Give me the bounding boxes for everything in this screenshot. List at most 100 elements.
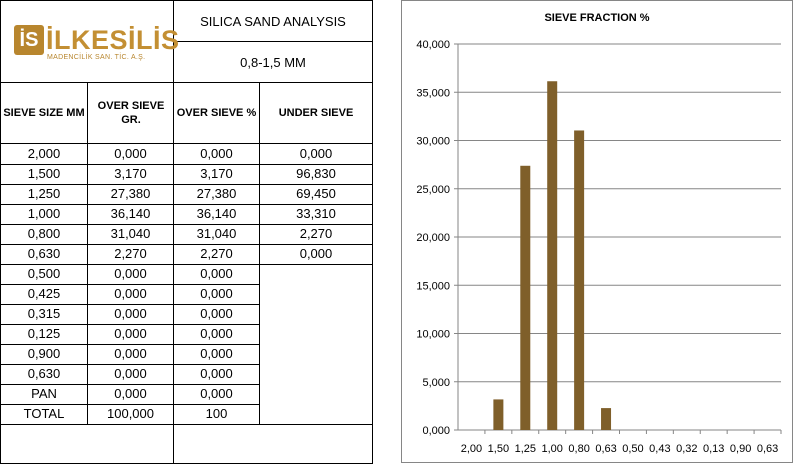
cell-sieve-size: 1,000 [27, 206, 61, 221]
cell-over-sieve-pct: 0,000 [200, 266, 233, 281]
cell-over-sieve-pct: 3,170 [200, 166, 233, 181]
cell-over-sieve-pct: 100 [205, 406, 228, 421]
cell-over-sieve-gr: 0,000 [114, 306, 147, 321]
cell-over-sieve-pct: 0,000 [200, 346, 233, 361]
y-tick-label: 20,000 [416, 232, 450, 244]
cell-over-sieve-pct: 0,000 [200, 326, 233, 341]
x-tick-label: 1,25 [515, 443, 536, 455]
cell-under-sieve: 0,000 [299, 246, 333, 261]
grid-line [173, 0, 174, 464]
grid-line [0, 0, 373, 1]
header-over-sieve-gr: OVER SIEVE GR. [97, 100, 165, 126]
cell-over-sieve-gr: 0,000 [114, 366, 147, 381]
cell-under-sieve: 33,310 [296, 206, 336, 221]
cell-sieve-size: 0,630 [27, 366, 61, 381]
grid-line [87, 82, 88, 425]
cell-over-sieve-gr: 27,380 [110, 186, 151, 201]
bar [493, 399, 504, 430]
cell-over-sieve-pct: 0,000 [200, 366, 233, 381]
logo-subtitle: MADENCİLİK SAN. TİC. A.Ş. [47, 54, 146, 61]
cell-sieve-size: TOTAL [23, 406, 65, 421]
grid-line [372, 0, 373, 464]
row-line [0, 324, 260, 325]
grid-line [259, 82, 260, 425]
cell-sieve-size: 1,250 [27, 186, 61, 201]
cell-over-sieve-gr: 0,000 [114, 286, 147, 301]
cell-under-sieve: 69,450 [296, 186, 336, 201]
logo-name: İLKESİLİS [46, 25, 180, 55]
cell-over-sieve-pct: 36,140 [196, 206, 237, 221]
x-tick-label: 2,00 [461, 443, 482, 455]
cell-over-sieve-pct: 2,270 [200, 246, 233, 261]
x-tick-label: 0,80 [568, 443, 589, 455]
cell-over-sieve-gr: 0,000 [114, 346, 147, 361]
cell-sieve-size: 2,000 [27, 146, 61, 161]
x-tick-label: 0,43 [649, 443, 670, 455]
cell-over-sieve-pct: 0,000 [200, 146, 233, 161]
row-line [0, 164, 373, 165]
x-tick-label: 0,13 [703, 443, 724, 455]
y-tick-label: 0,000 [422, 425, 450, 437]
y-tick-label: 10,000 [416, 329, 450, 341]
bar [574, 130, 585, 431]
cell-over-sieve-gr: 3,170 [114, 166, 147, 181]
row-line [0, 304, 260, 305]
row-line [0, 344, 260, 345]
x-tick-label: 0,90 [730, 443, 751, 455]
row-line [0, 204, 373, 205]
cell-over-sieve-gr: 100,000 [107, 406, 154, 421]
y-tick-label: 40,000 [416, 39, 450, 51]
row-line [0, 364, 260, 365]
cell-over-sieve-gr: 36,140 [110, 206, 151, 221]
chart-title: SIEVE FRACTION % [544, 12, 650, 24]
cell-over-sieve-pct: 0,000 [200, 286, 233, 301]
cell-over-sieve-gr: 0,000 [114, 146, 147, 161]
grid-line [0, 424, 373, 425]
cell-under-sieve: 2,270 [299, 226, 333, 241]
x-tick-label: 1,00 [541, 443, 562, 455]
y-tick-label: 35,000 [416, 87, 450, 99]
cell-over-sieve-pct: 0,000 [200, 386, 233, 401]
cell-sieve-size: 0,425 [27, 286, 61, 301]
cell-over-sieve-pct: 0,000 [200, 306, 233, 321]
cell-over-sieve-gr: 2,270 [114, 246, 147, 261]
y-tick-label: 15,000 [416, 280, 450, 292]
analysis-title: SILICA SAND ANALYSIS [200, 13, 346, 29]
cell-over-sieve-gr: 0,000 [114, 386, 147, 401]
logo-mark: İS [14, 25, 44, 55]
x-tick-label: 0,50 [622, 443, 643, 455]
row-line [0, 384, 260, 385]
x-tick-label: 0,63 [757, 443, 778, 455]
grid-line [0, 143, 373, 144]
cell-sieve-size: 0,500 [27, 266, 61, 281]
x-tick-label: 0,63 [595, 443, 616, 455]
row-line [0, 184, 373, 185]
cell-over-sieve-gr: 31,040 [110, 226, 151, 241]
cell-sieve-size: PAN [31, 386, 57, 401]
row-line [0, 404, 260, 405]
bar [520, 165, 531, 430]
header-over-sieve-pct: OVER SIEVE % [176, 107, 257, 119]
cell-over-sieve-pct: 31,040 [196, 226, 237, 241]
chart-frame [401, 0, 793, 463]
cell-sieve-size: 0,315 [27, 306, 61, 321]
x-tick-label: 0,32 [676, 443, 697, 455]
row-line [0, 224, 373, 225]
silica-sand-table: İS İLKESİLİS MADENCİLİK SAN. TİC. A.Ş. S… [0, 0, 373, 464]
cell-sieve-size: 0,800 [27, 226, 61, 241]
row-line [0, 244, 373, 245]
x-tick-label: 1,50 [488, 443, 509, 455]
y-tick-label: 5,000 [422, 377, 450, 389]
cell-over-sieve-gr: 0,000 [114, 266, 147, 281]
cell-over-sieve-gr: 0,000 [114, 326, 147, 341]
bar [601, 408, 612, 430]
grid-line [0, 0, 1, 464]
size-range: 0,8-1,5 MM [240, 54, 306, 70]
cell-sieve-size: 0,900 [27, 346, 61, 361]
cell-sieve-size: 0,125 [27, 326, 61, 341]
cell-over-sieve-pct: 27,380 [196, 186, 237, 201]
bar [547, 81, 558, 431]
row-line [0, 284, 260, 285]
company-logo: İS İLKESİLİS MADENCİLİK SAN. TİC. A.Ş. [14, 25, 179, 65]
